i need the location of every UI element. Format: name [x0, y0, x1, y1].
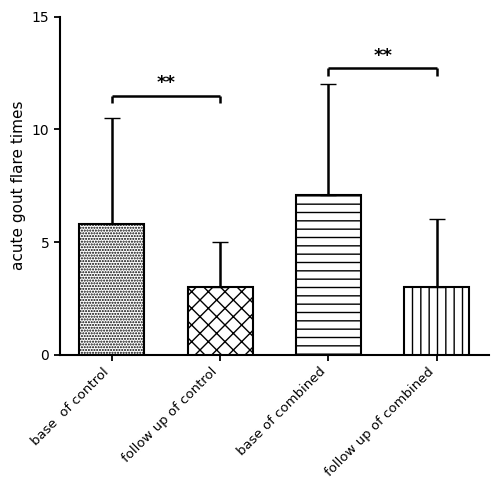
Bar — [296, 195, 361, 355]
Bar — [404, 287, 469, 355]
Bar — [188, 287, 252, 355]
Bar — [79, 224, 144, 355]
Text: **: ** — [156, 74, 176, 92]
Text: **: ** — [373, 47, 392, 65]
Y-axis label: acute gout flare times: acute gout flare times — [11, 101, 26, 270]
